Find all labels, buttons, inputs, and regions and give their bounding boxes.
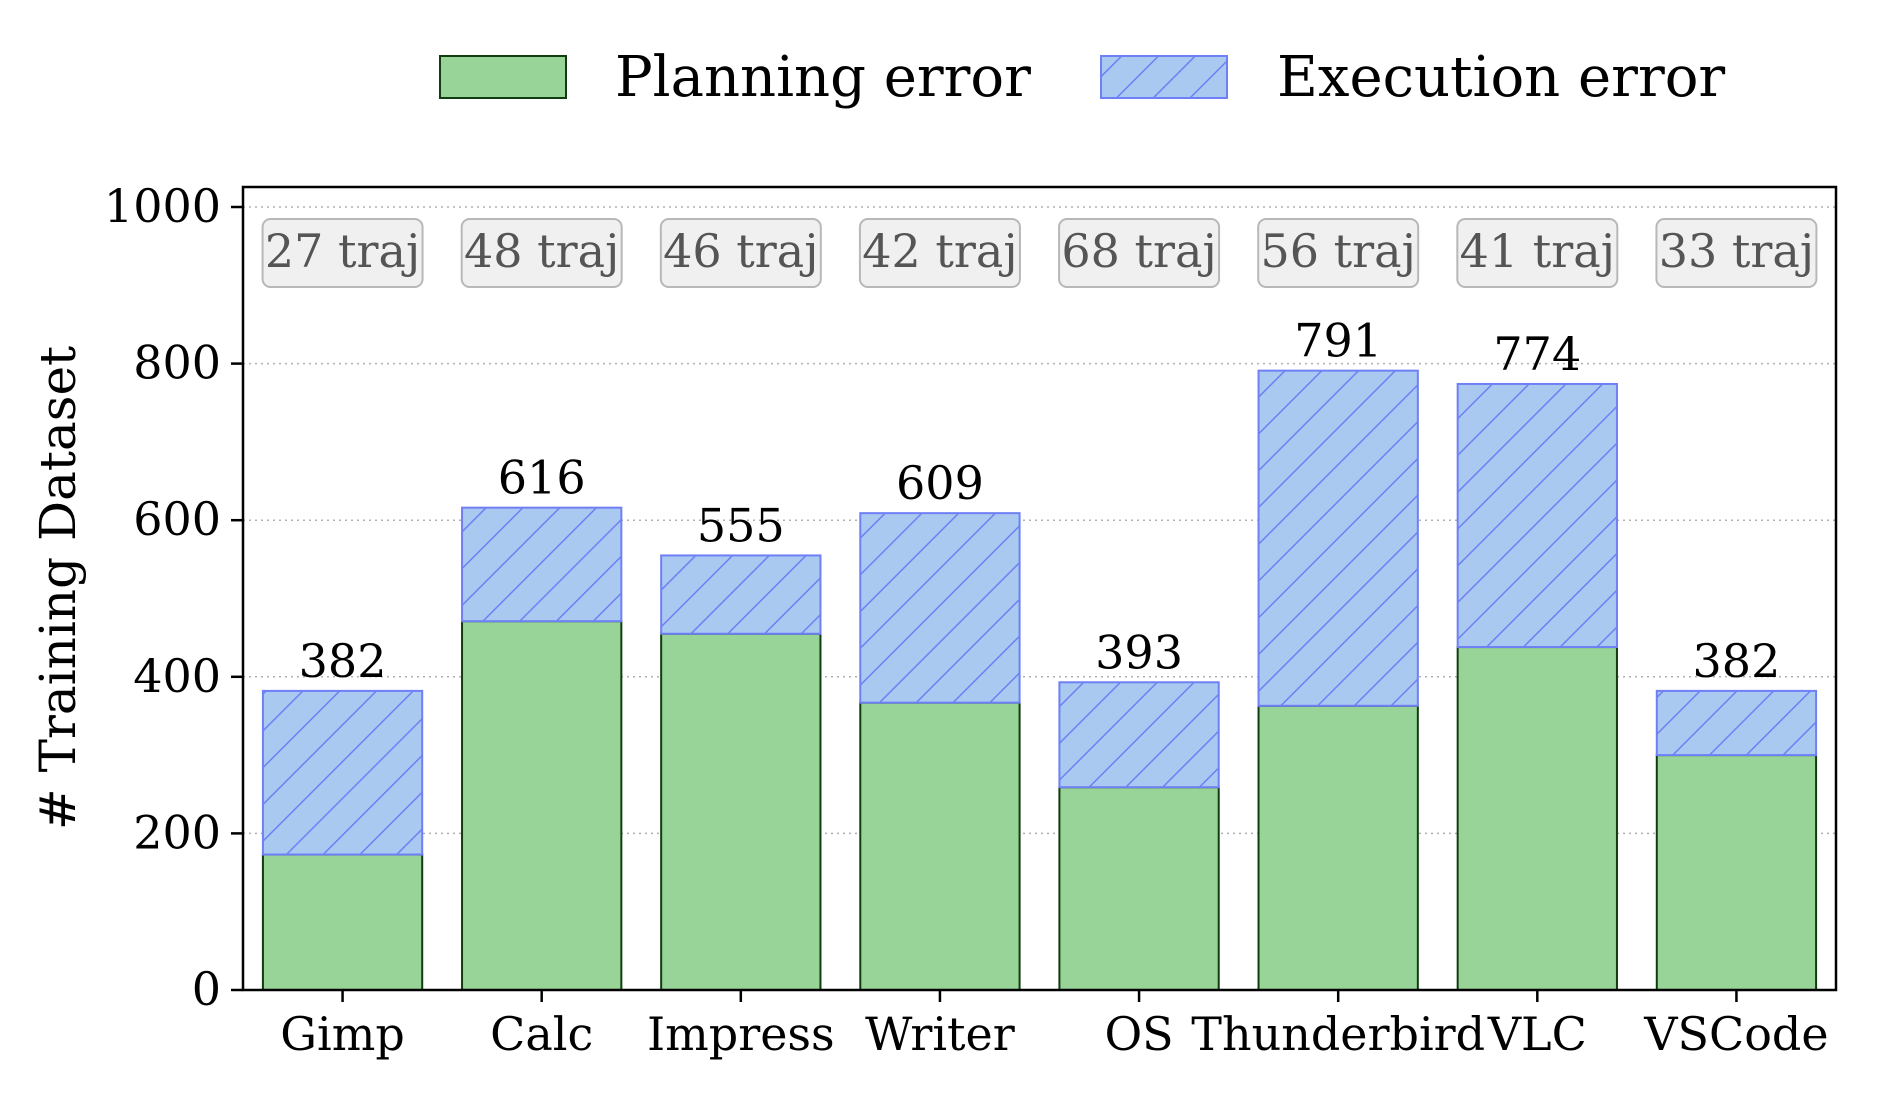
x-axis-ticks: Gimp Calc Impress Writer OS Thunderbird VLC VSC… [280, 990, 1829, 1061]
bar-segment-execution [1456, 382, 1618, 649]
x-tick-label: Writer [865, 1007, 1015, 1061]
x-tick-label: VLC [1487, 1007, 1587, 1061]
traj-annotation-label: 33 traj [1659, 224, 1814, 278]
bar-segment-execution [1058, 681, 1220, 789]
traj-annotation-box [858, 218, 1021, 288]
legend: Planning error Execution error [439, 45, 1725, 110]
legend-label-execution: Execution error [1277, 45, 1725, 110]
trajectory-annotations: 27 traj 48 traj 46 traj 42 traj 68 traj 56 tr… [261, 218, 1818, 288]
legend-swatch-execution [1100, 55, 1228, 99]
bar-segment-execution [1257, 369, 1419, 707]
bar-total-label: 382 [1693, 634, 1781, 688]
y-tick-label: 800 [133, 336, 221, 390]
bar-segment-execution [261, 689, 424, 856]
bar-segment-execution [859, 512, 1021, 704]
traj-annotation-label: 68 traj [1061, 224, 1216, 278]
bar-total-label: 393 [1095, 625, 1183, 679]
bar-total-label: 774 [1493, 327, 1581, 381]
bar-segment-planning [261, 853, 424, 992]
traj-annotation-label: 27 traj [265, 224, 420, 278]
traj-annotation-label: 46 traj [663, 224, 818, 278]
traj-annotation-label: 42 traj [862, 224, 1017, 278]
traj-annotation-label: 48 traj [464, 224, 619, 278]
y-tick-label: 1000 [104, 179, 221, 233]
bar-segment-planning [1058, 786, 1220, 991]
traj-annotation-box [460, 218, 623, 288]
bar-total-label: 791 [1294, 314, 1382, 368]
x-tick-label: Calc [490, 1007, 593, 1061]
y-tick-label: 400 [133, 649, 221, 703]
traj-annotation-box [1655, 218, 1818, 288]
x-tick-label: OS [1104, 1007, 1173, 1061]
traj-annotation-box [659, 218, 822, 288]
bar-segment-planning [859, 701, 1021, 991]
bar-segment-planning [461, 620, 623, 991]
plot-area-frame [241, 185, 1838, 992]
traj-annotation-label: 41 traj [1460, 224, 1615, 278]
x-tick-label: Thunderbird [1191, 1007, 1485, 1061]
traj-annotation-box [1456, 218, 1619, 288]
y-axis-label: # Training Dataset [29, 346, 87, 830]
y-axis-ticks: 0 200 400 600 800 1000 [104, 179, 243, 1016]
bar-segment-planning [1655, 754, 1818, 991]
x-tick-label: Impress [647, 1007, 835, 1061]
bar-total-label: 382 [299, 634, 387, 688]
traj-annotation-box [1257, 218, 1420, 288]
bar-total-label: 609 [896, 456, 984, 510]
bar-segment-execution [461, 506, 623, 623]
y-tick-label: 200 [133, 805, 221, 859]
bar-segment-execution [1655, 689, 1818, 757]
bars [261, 369, 1818, 992]
legend-swatch-planning [439, 55, 567, 99]
y-tick-label: 600 [133, 492, 221, 546]
bar-segment-planning [1456, 646, 1618, 992]
bar-total-labels: 382 616 555 609 393 791 774 382 [299, 314, 1781, 688]
x-tick-label: Gimp [280, 1007, 405, 1061]
legend-label-planning: Planning error [615, 45, 1031, 110]
bar-segment-execution [660, 554, 822, 635]
bar-segment-planning [1257, 704, 1419, 991]
bar-total-label: 555 [697, 498, 785, 552]
bar-total-label: 616 [498, 451, 586, 505]
traj-annotation-box [1058, 218, 1221, 288]
x-tick-label: VSCode [1643, 1007, 1828, 1061]
y-tick-label: 0 [192, 962, 221, 1016]
bar-segment-planning [660, 632, 822, 991]
traj-annotation-label: 56 traj [1261, 224, 1416, 278]
traj-annotation-box [261, 218, 424, 288]
